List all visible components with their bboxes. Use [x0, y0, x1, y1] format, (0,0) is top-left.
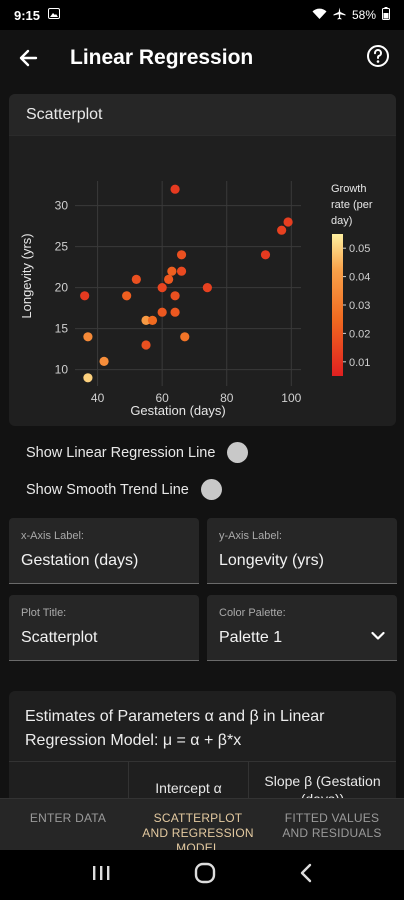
- data-point: [147, 315, 158, 325]
- y-axis-title: Longevity (yrs): [19, 233, 34, 318]
- legend-tick-label: 0.02: [349, 328, 370, 340]
- estimates-header-intercept: Intercept α: [129, 762, 249, 798]
- color-palette-select[interactable]: Color Palette: Palette 1: [207, 595, 397, 661]
- legend-tick-label: 0.04: [349, 272, 370, 284]
- airplane-mode-icon: [333, 7, 346, 23]
- x-axis-label-value: Gestation (days): [21, 552, 139, 569]
- bottom-nav: ENTER DATA SCATTERPLOT AND REGRESSION MO…: [0, 798, 404, 855]
- y-axis-label-field-label: y-Axis Label:: [219, 530, 282, 542]
- data-point: [180, 332, 190, 342]
- recent-apps-button[interactable]: [91, 864, 111, 887]
- legend-tick-label: 0.01: [349, 357, 370, 369]
- smooth-trend-toggle-row[interactable]: Show Smooth Trend Line: [26, 479, 222, 500]
- tab-enter-data[interactable]: ENTER DATA: [29, 811, 107, 825]
- data-point: [202, 283, 212, 293]
- color-palette-value: Palette 1: [219, 629, 283, 646]
- estimates-table: Intercept α Slope β (Gestation (days)): [9, 761, 396, 798]
- y-tick-label: 15: [55, 322, 69, 336]
- data-point: [99, 356, 109, 366]
- legend-title-line-2: rate (per: [331, 199, 373, 211]
- regression-line-switch[interactable]: [227, 442, 249, 463]
- plot-title-field[interactable]: Plot Title: Scatterplot: [9, 595, 199, 661]
- x-tick-label: 100: [281, 391, 301, 405]
- data-point: [141, 315, 151, 325]
- help-circle-icon: [367, 44, 389, 67]
- estimates-header-empty: [9, 762, 129, 798]
- legend-color-bar: [332, 234, 343, 376]
- battery-percent: 58%: [351, 8, 376, 22]
- parameter-estimates-card: Estimates of Parameters α and β in Linea…: [9, 691, 396, 798]
- data-point: [164, 274, 174, 284]
- tab-fitted-values[interactable]: FITTED VALUES AND RESIDUALS: [282, 811, 382, 840]
- arrow-left-icon: [19, 49, 38, 67]
- chevron-left-icon: [300, 863, 311, 882]
- app-bar: Linear Regression: [0, 30, 404, 86]
- recent-apps-icon: [93, 865, 110, 880]
- legend-tick-label: 0.05: [349, 243, 370, 255]
- y-tick-label: 10: [55, 363, 69, 377]
- data-point: [141, 340, 151, 350]
- color-palette-field-label: Color Palette:: [219, 607, 286, 619]
- data-point: [283, 217, 293, 227]
- data-point: [80, 291, 90, 301]
- estimates-title: Estimates of Parameters α and β in Linea…: [25, 708, 325, 749]
- status-bar: 9:15 58%: [0, 0, 404, 30]
- x-tick-label: 80: [220, 391, 234, 405]
- data-point: [83, 373, 93, 383]
- home-circle-icon: [194, 862, 216, 883]
- scatterplot-card-title: Scatterplot: [9, 94, 396, 136]
- data-point: [277, 225, 287, 235]
- system-nav-bar: [0, 850, 404, 900]
- y-tick-label: 30: [55, 199, 69, 213]
- smooth-trend-toggle-label: Show Smooth Trend Line: [26, 481, 189, 498]
- scatterplot-chart: 40 60 80 100 10 15 20 25 30 Gestation (days) Lon…: [19, 181, 373, 418]
- data-point: [260, 250, 271, 260]
- scatterplot-card: Scatterplot 40 60 80 100 10 15 20 25 30 Gestatio…: [9, 94, 396, 426]
- data-point: [167, 266, 177, 276]
- data-point: [122, 291, 132, 301]
- color-legend: Growth rate (per day) 0.01 0.02 0.03 0.04 0.…: [331, 183, 373, 376]
- data-point: [170, 291, 180, 301]
- x-axis-label-field[interactable]: x-Axis Label: Gestation (days): [9, 518, 199, 584]
- status-time: 9:15: [14, 7, 41, 23]
- gallery-notification-icon: [48, 8, 61, 22]
- data-point: [176, 266, 187, 276]
- data-point: [170, 184, 180, 194]
- y-axis-label-value: Longevity (yrs): [219, 552, 324, 569]
- home-button[interactable]: [194, 862, 216, 889]
- wifi-icon: [312, 8, 327, 23]
- plot-title-field-label: Plot Title:: [21, 607, 67, 619]
- page-title: Linear Regression: [70, 46, 254, 69]
- chevron-down-icon: [371, 631, 385, 640]
- estimates-header-slope: Slope β (Gestation (days)): [264, 773, 381, 798]
- data-point: [170, 307, 180, 317]
- help-button[interactable]: [366, 44, 390, 73]
- x-axis-title: Gestation (days): [130, 403, 225, 418]
- y-tick-label: 25: [55, 240, 69, 254]
- content-scroll[interactable]: Scatterplot 40 60 80 100 10 15 20 25 30 Gestatio…: [0, 86, 404, 798]
- data-point: [83, 332, 93, 342]
- y-axis-label-field[interactable]: y-Axis Label: Longevity (yrs): [207, 518, 397, 584]
- regression-line-toggle-row[interactable]: Show Linear Regression Line: [26, 442, 249, 463]
- back-nav-button[interactable]: [299, 863, 313, 888]
- smooth-trend-switch[interactable]: [200, 479, 222, 500]
- x-tick-label: 40: [91, 391, 105, 405]
- tab-scatterplot-regression[interactable]: SCATTERPLOT AND REGRESSION MODEL: [142, 811, 254, 855]
- x-axis-label-field-label: x-Axis Label:: [21, 530, 84, 542]
- data-point: [157, 307, 167, 317]
- legend-title-line-1: Growth: [331, 183, 366, 195]
- legend-title-line-3: day): [331, 215, 352, 227]
- battery-icon: [382, 7, 390, 23]
- x-tick-label: 60: [155, 391, 169, 405]
- plot-title-value: Scatterplot: [21, 629, 98, 646]
- back-button[interactable]: [0, 48, 56, 68]
- data-point: [157, 283, 167, 293]
- legend-tick-label: 0.03: [349, 300, 370, 312]
- data-point: [131, 274, 141, 284]
- y-tick-label: 20: [55, 281, 69, 295]
- regression-line-toggle-label: Show Linear Regression Line: [26, 444, 216, 461]
- data-point: [176, 250, 187, 260]
